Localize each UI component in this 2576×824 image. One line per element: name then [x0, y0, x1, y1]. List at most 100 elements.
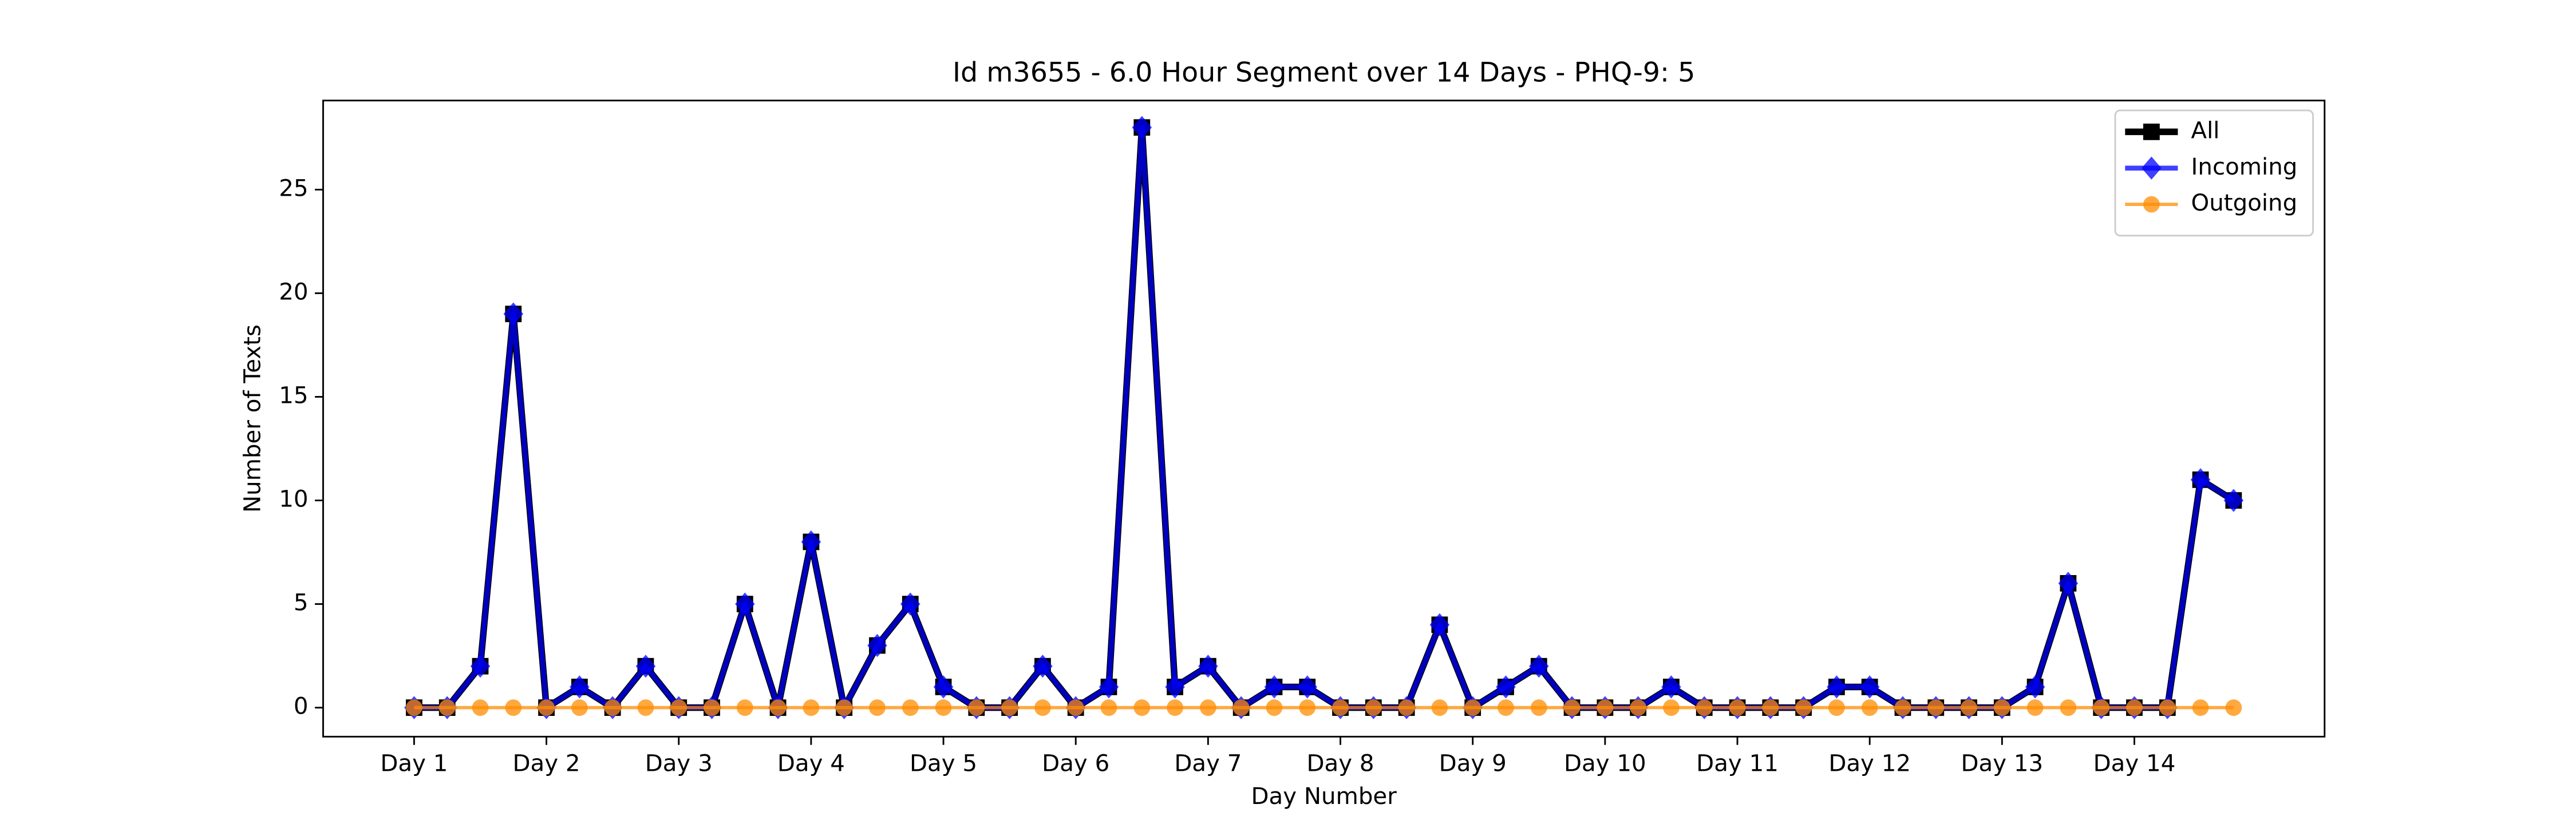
marker [472, 699, 489, 716]
marker [902, 699, 919, 716]
marker [1464, 699, 1481, 716]
marker [406, 699, 422, 716]
marker [1795, 699, 1812, 716]
marker [1828, 699, 1845, 716]
marker [1100, 699, 1117, 716]
marker [1232, 699, 1250, 716]
marker [1498, 699, 1514, 716]
x-tick-label: Day 7 [1174, 750, 1242, 777]
legend-label: Outgoing [2191, 189, 2298, 216]
legend: All Incoming Outgoing [2114, 109, 2314, 237]
marker [1961, 699, 1977, 716]
y-tick-label: 10 [279, 486, 308, 513]
marker [1530, 699, 1547, 716]
marker [538, 699, 555, 716]
marker [836, 699, 853, 716]
x-tick-label: Day 2 [513, 750, 580, 777]
x-axis-label: Day Number [1251, 783, 1397, 810]
legend-label: All [2191, 117, 2220, 144]
x-tick-label: Day 4 [777, 750, 845, 777]
marker [1993, 699, 2010, 716]
marker [1861, 699, 1878, 716]
x-tick-label: Day 8 [1306, 750, 1374, 777]
marker [1663, 699, 1680, 716]
x-tick-label: Day 3 [645, 750, 713, 777]
marker [1762, 699, 1779, 716]
x-tick-label: Day 5 [910, 750, 977, 777]
y-tick-label: 15 [279, 382, 308, 409]
y-tick-label: 0 [294, 693, 309, 720]
marker [1198, 655, 1218, 678]
marker [1431, 699, 1448, 716]
marker [2126, 699, 2143, 716]
marker [1528, 655, 1549, 678]
x-tick-label: Day 9 [1439, 750, 1507, 777]
y-tick-label: 5 [294, 589, 309, 616]
series [406, 699, 2242, 716]
marker [869, 699, 886, 716]
marker [470, 655, 491, 678]
chart-title: Id m3655 - 6.0 Hour Segment over 14 Days… [953, 57, 1695, 89]
marker [1001, 699, 1018, 716]
marker [1894, 699, 1911, 716]
marker [505, 699, 522, 716]
marker [1133, 699, 1151, 716]
x-tick-label: Day 14 [2093, 750, 2176, 777]
marker [1696, 699, 1713, 716]
plot-frame [322, 100, 2326, 738]
marker [2225, 699, 2242, 716]
marker [704, 699, 720, 716]
marker [503, 302, 524, 326]
marker [1398, 699, 1415, 716]
marker [635, 655, 656, 678]
marker [1429, 613, 1450, 636]
marker [769, 699, 787, 716]
marker [1563, 699, 1581, 716]
legend-label: Incoming [2191, 153, 2298, 180]
marker [1729, 699, 1746, 716]
x-tick-label: Day 10 [1564, 750, 1646, 777]
marker [2060, 699, 2077, 716]
marker [1365, 699, 1382, 716]
marker [670, 699, 688, 716]
marker [1167, 699, 1183, 716]
marker [1033, 655, 1053, 678]
legend-marker [2142, 156, 2162, 180]
legend-marker [2143, 196, 2160, 213]
y-axis-label: Number of Texts [239, 324, 266, 513]
marker [571, 699, 588, 716]
y-tick-label: 25 [279, 175, 308, 201]
marker [2093, 699, 2110, 716]
marker [1299, 699, 1316, 716]
marker [1067, 699, 1084, 716]
marker [2192, 699, 2209, 716]
marker [1597, 699, 1614, 716]
marker [1332, 699, 1349, 716]
marker [1264, 675, 1285, 699]
x-tick-label: Day 6 [1042, 750, 1109, 777]
marker [803, 699, 820, 716]
marker [604, 699, 621, 716]
marker [2058, 572, 2079, 595]
marker [736, 699, 753, 716]
x-tick-label: Day 13 [1961, 750, 2043, 777]
y-tick-label: 20 [279, 278, 308, 305]
marker [438, 699, 456, 716]
marker [935, 699, 952, 716]
x-tick-label: Day 11 [1696, 750, 1779, 777]
marker [968, 699, 985, 716]
marker [1034, 699, 1051, 716]
marker [1630, 699, 1647, 716]
marker [735, 592, 755, 616]
x-tick-label: Day 1 [380, 750, 448, 777]
marker [801, 530, 821, 554]
marker [1927, 699, 1945, 716]
marker [2159, 699, 2176, 716]
legend-marker [2143, 124, 2160, 140]
marker [2026, 699, 2044, 716]
marker [637, 699, 654, 716]
marker [1199, 699, 1216, 716]
marker [1266, 699, 1283, 716]
